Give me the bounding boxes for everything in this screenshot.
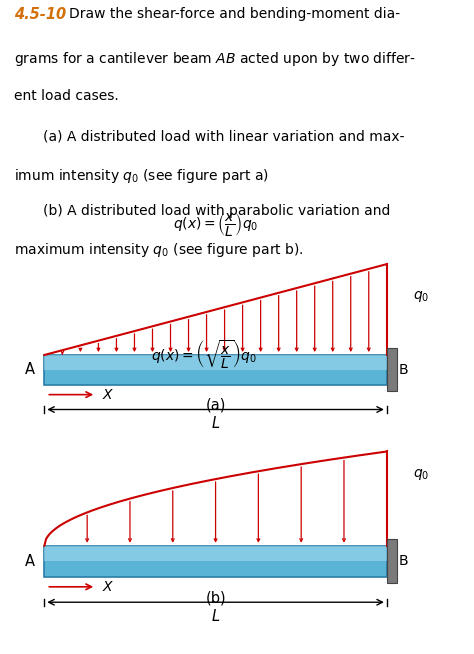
Text: $q_0$: $q_0$ <box>413 467 429 482</box>
FancyBboxPatch shape <box>45 355 387 370</box>
Text: imum intensity $q_0$ (see figure part a): imum intensity $q_0$ (see figure part a) <box>14 167 269 184</box>
Text: grams for a cantilever beam $AB$ acted upon by two differ-: grams for a cantilever beam $AB$ acted u… <box>14 50 416 68</box>
Text: B: B <box>399 363 409 377</box>
Text: (a) A distributed load with linear variation and max-: (a) A distributed load with linear varia… <box>43 129 404 143</box>
Text: B: B <box>399 554 409 568</box>
FancyBboxPatch shape <box>45 355 387 385</box>
Text: $q(x) = \left(\sqrt{\dfrac{x}{L}}\right) q_0$: $q(x) = \left(\sqrt{\dfrac{x}{L}}\right)… <box>151 338 256 371</box>
FancyBboxPatch shape <box>45 545 387 561</box>
Bar <box>387 349 397 391</box>
Text: (a): (a) <box>205 398 226 413</box>
Text: $X$: $X$ <box>102 580 114 594</box>
Text: maximum intensity $q_0$ (see figure part b).: maximum intensity $q_0$ (see figure part… <box>14 241 304 259</box>
Text: $X$: $X$ <box>102 388 114 402</box>
Text: $q_0$: $q_0$ <box>413 289 429 304</box>
Bar <box>387 539 397 583</box>
Text: $q(x) = \left(\dfrac{x}{L}\right) q_0$: $q(x) = \left(\dfrac{x}{L}\right) q_0$ <box>173 211 258 238</box>
Text: A: A <box>25 362 35 377</box>
Text: $L$: $L$ <box>211 608 220 624</box>
Text: A: A <box>25 554 35 568</box>
Text: ent load cases.: ent load cases. <box>14 90 119 103</box>
Text: $L$: $L$ <box>211 415 220 431</box>
FancyBboxPatch shape <box>45 545 387 577</box>
Text: (b): (b) <box>205 591 226 606</box>
Text: (b) A distributed load with parabolic variation and: (b) A distributed load with parabolic va… <box>43 204 390 218</box>
Text: 4.5-10: 4.5-10 <box>14 7 66 22</box>
Text: Draw the shear-force and bending-moment dia-: Draw the shear-force and bending-moment … <box>69 7 400 22</box>
